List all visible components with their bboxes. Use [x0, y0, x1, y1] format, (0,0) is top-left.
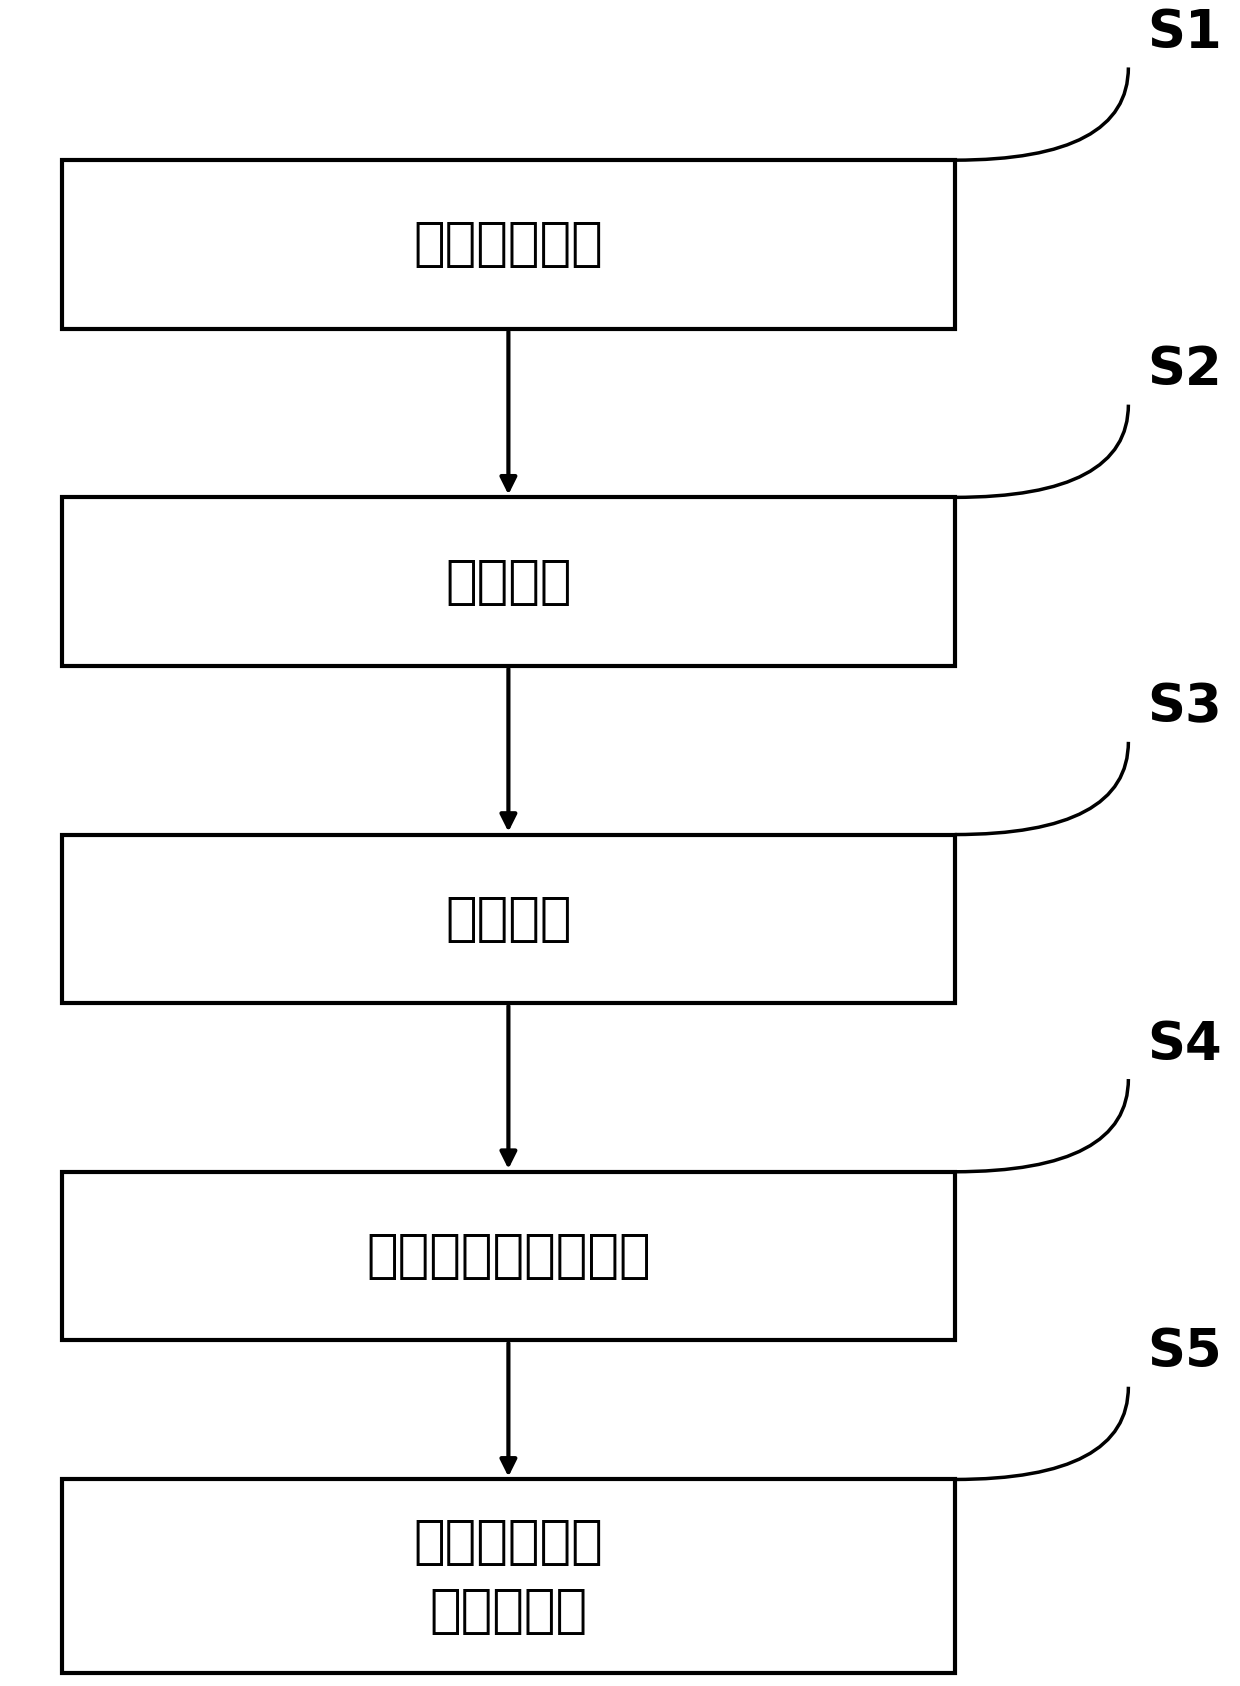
Bar	[62, 1480, 955, 1673]
Text: S5: S5	[1147, 1327, 1221, 1379]
Bar	[62, 160, 955, 329]
Bar	[62, 497, 955, 666]
Bar	[62, 835, 955, 1003]
Text: S4: S4	[1147, 1018, 1221, 1071]
Text: 图像分块: 图像分块	[445, 556, 572, 607]
Text: S2: S2	[1147, 344, 1221, 396]
Text: 计算方差得到
聚焦测度值: 计算方差得到 聚焦测度值	[413, 1516, 604, 1637]
Text: 边缘检测: 边缘检测	[445, 894, 572, 944]
Text: 计算子图像的清晰度: 计算子图像的清晰度	[366, 1231, 651, 1281]
Bar	[62, 1172, 955, 1340]
Text: S1: S1	[1147, 7, 1221, 59]
Text: S3: S3	[1147, 681, 1221, 733]
Text: 图像高斯滤波: 图像高斯滤波	[413, 219, 604, 270]
